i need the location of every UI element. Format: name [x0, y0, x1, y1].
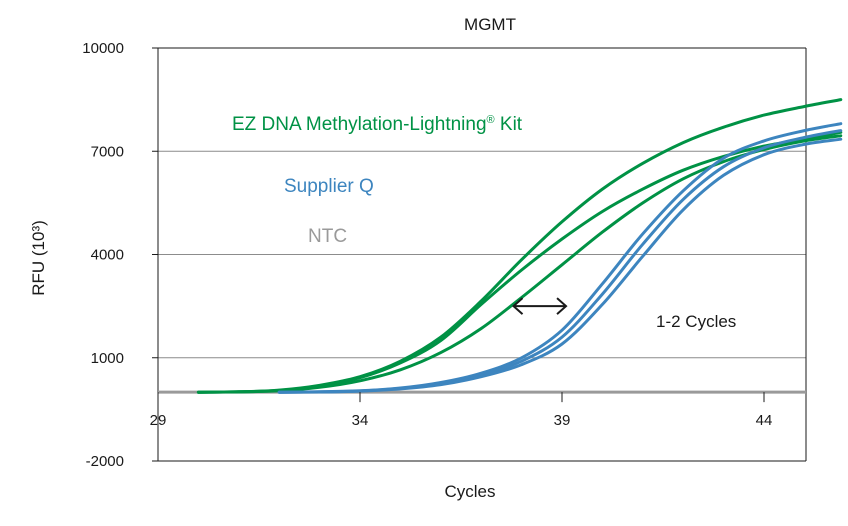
ez-kit-curve-2: [196, 134, 843, 394]
y-axis-title: RFU (10³): [29, 220, 48, 296]
x-tick-label: 44: [756, 412, 773, 429]
legend-item-ntc: NTC: [308, 226, 347, 247]
tick-labels: 10000 7000 4000 1000 -2000 29 34 39 44: [82, 40, 772, 470]
y-tick-label: 4000: [91, 247, 124, 264]
supplier-q-curve-3: [277, 122, 843, 394]
x-axis-title: Cycles: [444, 482, 495, 501]
arrowhead-right-icon: [556, 297, 568, 315]
ez-kit-curve-0: [196, 98, 843, 394]
supplier-q-curve-5: [277, 137, 843, 394]
x-tick-label: 29: [150, 412, 167, 429]
x-tick-label: 39: [554, 412, 571, 429]
legend-ez-label: EZ DNA Methylation-Lightning: [232, 114, 487, 135]
y-tick-label: -2000: [86, 453, 124, 470]
gridlines: [158, 150, 806, 359]
series-lines: [196, 98, 843, 394]
arrowhead-left-icon: [512, 297, 524, 315]
chart-title: MGMT: [464, 15, 516, 34]
y-tick-label: 10000: [82, 40, 124, 57]
legend-ez-registered-mark: ®: [487, 114, 495, 126]
legend-item-ez-kit: EZ DNA Methylation-Lightning® Kit: [232, 114, 523, 135]
legend-ez-suffix: Kit: [495, 114, 523, 135]
legend: EZ DNA Methylation-Lightning® Kit Suppli…: [232, 114, 523, 247]
legend-item-supplier-q: Supplier Q: [284, 176, 374, 197]
annotation-label: 1-2 Cycles: [656, 312, 736, 331]
y-tick-label: 7000: [91, 143, 124, 160]
cycle-shift-annotation: 1-2 Cycles: [512, 297, 736, 331]
y-tick-label: 1000: [91, 350, 124, 367]
x-tick-label: 34: [352, 412, 369, 429]
supplier-q-curve-4: [277, 129, 843, 394]
